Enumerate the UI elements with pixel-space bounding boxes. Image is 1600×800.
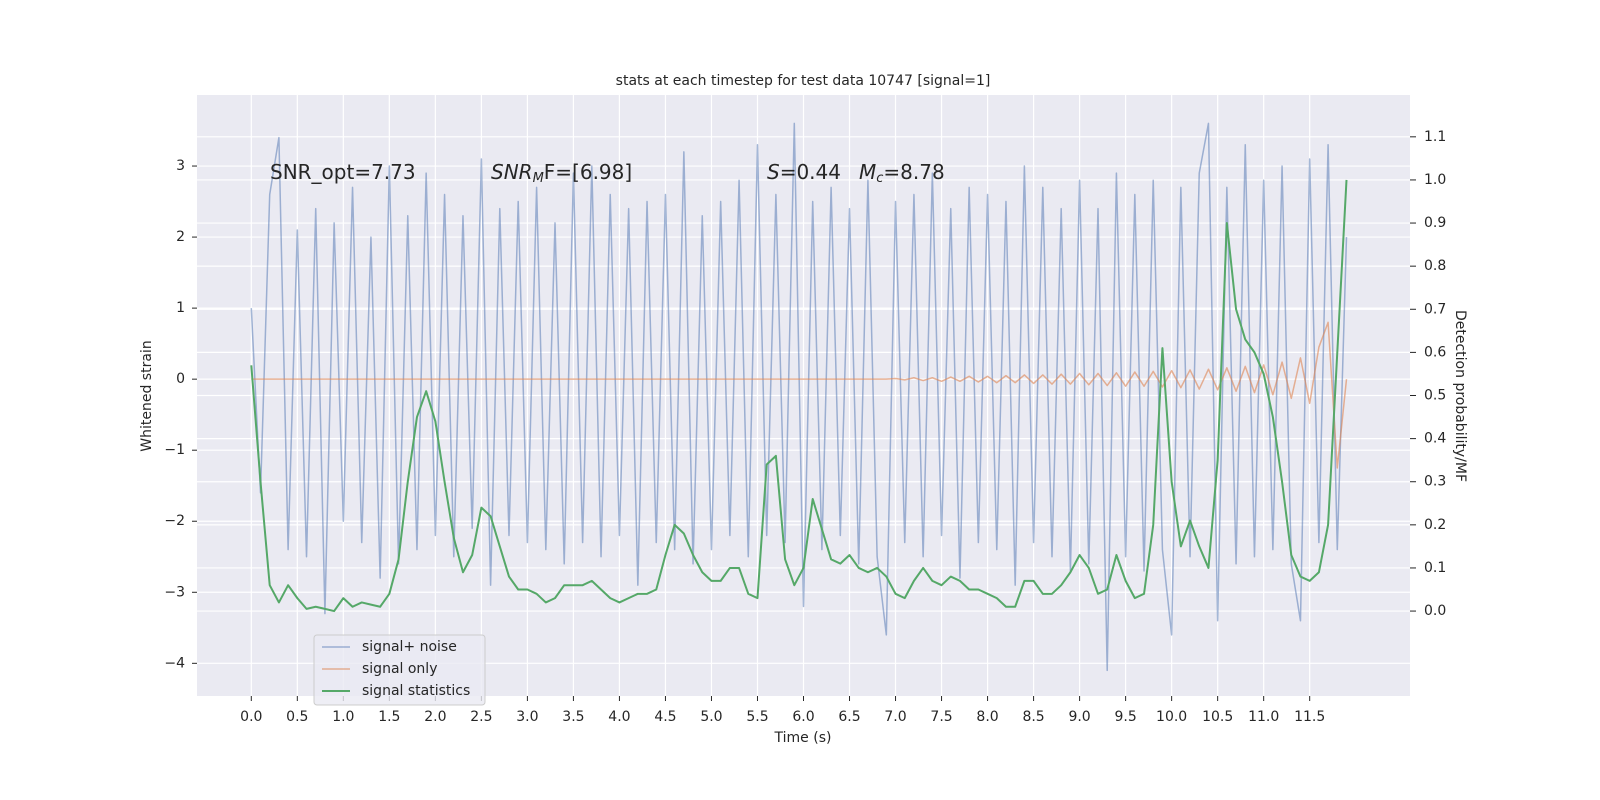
x-tick-label: 7.5	[930, 709, 952, 725]
annotation-part: M	[533, 171, 544, 186]
y-tick-label: 1	[176, 300, 185, 316]
x-tick-label: 9.5	[1114, 709, 1136, 725]
y2-tick-label: 0.1	[1424, 560, 1446, 576]
y2-tick-label: 0.8	[1424, 258, 1446, 274]
y2-tick-label: 0.4	[1424, 431, 1446, 447]
x-tick-label: 0.0	[240, 709, 262, 725]
x-tick-label: 7.0	[884, 709, 906, 725]
y-axis-label: Whitened strain	[139, 340, 155, 451]
annotation-part: F=[6.98]	[544, 160, 632, 184]
y2-axis-label: Detection probability/MF	[1452, 310, 1468, 482]
y-tick-label: −1	[164, 442, 185, 458]
annotation-part: =8.78	[883, 160, 944, 184]
y2-tick-label: 0.3	[1424, 474, 1446, 490]
annotation-part: SNR_opt=7.73	[270, 160, 416, 184]
y2-tick-label: 0.5	[1424, 388, 1446, 404]
x-tick-label: 8.5	[1022, 709, 1044, 725]
x-tick-label: 2.0	[424, 709, 446, 725]
y2-tick-label: 0.9	[1424, 215, 1446, 231]
y-tick-label: 2	[176, 229, 185, 245]
annotation: Mc=8.78	[859, 160, 945, 186]
x-tick-label: 8.0	[976, 709, 998, 725]
y-tick-label: −3	[164, 584, 185, 600]
annotation-part: M	[859, 160, 876, 184]
y-tick-label: 3	[176, 158, 185, 174]
legend-box	[313, 634, 486, 706]
x-tick-label: 9.0	[1068, 709, 1090, 725]
legend-label: signal only	[362, 661, 437, 677]
annotation-part: c	[876, 171, 883, 186]
x-tick-label: 4.5	[654, 709, 676, 725]
x-tick-label: 4.0	[608, 709, 630, 725]
x-tick-label: 5.5	[746, 709, 768, 725]
x-tick-label: 1.0	[332, 709, 354, 725]
y2-tick-label: 0.2	[1424, 517, 1446, 533]
annotation: SNR_opt=7.73	[270, 160, 416, 184]
annotation-part: S	[767, 160, 780, 184]
annotation-part: =0.44	[780, 160, 841, 184]
x-tick-label: 6.5	[838, 709, 860, 725]
x-tick-label: 5.0	[700, 709, 722, 725]
x-tick-label: 6.0	[792, 709, 814, 725]
legend-label: signal+ noise	[362, 639, 457, 655]
x-tick-label: 11.5	[1294, 709, 1325, 725]
annotation: SNRMF=[6.98]	[491, 160, 632, 186]
x-axis-label: Time (s)	[774, 730, 832, 746]
x-tick-label: 1.5	[378, 709, 400, 725]
y2-tick-label: 0.0	[1424, 603, 1446, 619]
y-tick-label: −2	[164, 513, 185, 529]
x-tick-label: 11.0	[1248, 709, 1279, 725]
chart-title: stats at each timestep for test data 107…	[616, 73, 991, 89]
y2-tick-label: 0.6	[1424, 344, 1446, 360]
y-tick-label: −4	[164, 655, 185, 671]
y2-tick-label: 1.0	[1424, 172, 1446, 188]
y2-tick-label: 0.7	[1424, 301, 1446, 317]
annotation: S=0.44	[767, 160, 841, 184]
x-tick-label: 10.0	[1156, 709, 1187, 725]
legend-label: signal statistics	[362, 683, 470, 699]
x-tick-label: 3.5	[562, 709, 584, 725]
annotation-part: SNR	[491, 160, 533, 184]
y-tick-label: 0	[176, 371, 185, 387]
x-tick-label: 0.5	[286, 709, 308, 725]
grid	[197, 95, 1410, 696]
series-line	[250, 179, 1348, 613]
x-tick-label: 3.0	[516, 709, 538, 725]
x-tick-label: 10.5	[1202, 709, 1233, 725]
series-line	[250, 122, 1348, 672]
y2-tick-label: 1.1	[1424, 129, 1446, 145]
x-tick-label: 2.5	[470, 709, 492, 725]
